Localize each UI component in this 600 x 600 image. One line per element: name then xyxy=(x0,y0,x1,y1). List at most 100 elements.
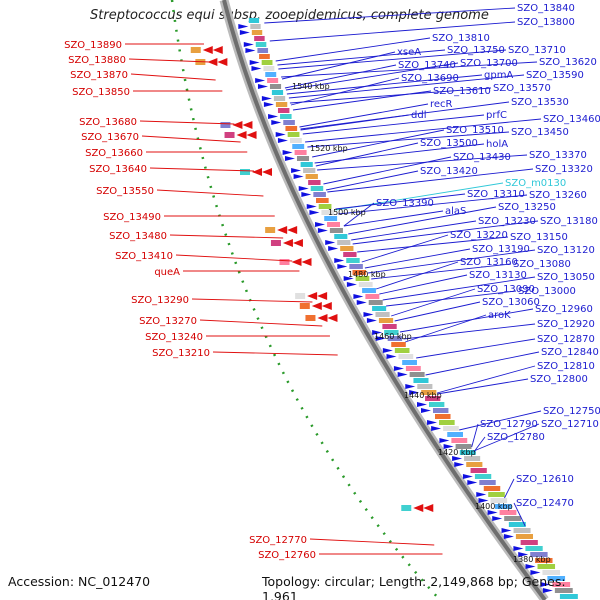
forward-gene-label[interactable]: SZO_13050 xyxy=(537,272,595,283)
forward-gene-label[interactable]: SZO_13260 xyxy=(529,190,587,201)
forward-gene-label[interactable]: SZO_12470 xyxy=(516,498,574,509)
forward-gene-label[interactable]: SZO_13180 xyxy=(540,216,598,227)
reverse-gene-label[interactable]: SZO_13480 xyxy=(109,231,167,242)
gene-block xyxy=(391,342,406,347)
gene-block xyxy=(432,408,449,413)
leader-line xyxy=(394,301,481,322)
forward-gene-label[interactable]: SZO_12840 xyxy=(541,347,599,358)
forward-gene-label[interactable]: SZO_13510 xyxy=(446,125,504,136)
forward-gene-label[interactable]: SZO_13530 xyxy=(511,97,569,108)
forward-gene-label[interactable]: SZO_13120 xyxy=(537,245,595,256)
reverse-gene-arrow xyxy=(311,302,322,310)
forward-gene-label[interactable]: SZO_13190 xyxy=(472,244,530,255)
forward-gene-label[interactable]: SZO_13740 xyxy=(398,60,456,71)
forward-gene-label[interactable]: SZO_12780 xyxy=(487,432,545,443)
gene-block xyxy=(305,315,316,321)
forward-gene-label[interactable]: prfC xyxy=(486,110,507,121)
forward-gene-label[interactable]: SZO_13390 xyxy=(376,198,434,209)
reverse-gene-label[interactable]: SZO_13410 xyxy=(115,251,173,262)
forward-gene-label[interactable]: SZO_13710 xyxy=(508,45,566,56)
forward-gene-label[interactable]: aroK xyxy=(488,310,511,321)
gene-block xyxy=(261,60,273,65)
forward-gene-label[interactable]: SZO_13000 xyxy=(518,286,576,297)
reverse-gene-label[interactable]: SZO_13680 xyxy=(79,117,137,128)
forward-gene-label[interactable]: SZO_13450 xyxy=(511,127,569,138)
forward-gene-label[interactable]: SZO_12960 xyxy=(535,304,593,315)
reverse-gene-label[interactable]: SZO_13850 xyxy=(72,87,130,98)
forward-gene-label[interactable]: SZO_13610 xyxy=(433,86,491,97)
forward-gene-label[interactable]: SZO_13150 xyxy=(510,232,568,243)
gene-block xyxy=(248,18,260,23)
forward-gene-label[interactable]: SZO_13310 xyxy=(467,189,525,200)
forward-gene-label[interactable]: SZO_13060 xyxy=(482,297,540,308)
forward-gene-label[interactable]: SZO_12810 xyxy=(537,361,595,372)
forward-gene-label[interactable]: SZO_12870 xyxy=(537,334,595,345)
forward-gene-label[interactable]: SZO_13690 xyxy=(401,73,459,84)
forward-gene-label[interactable]: SZO_13620 xyxy=(539,57,597,68)
gene-block xyxy=(398,354,414,359)
forward-gene-label[interactable]: SZO_13700 xyxy=(460,58,518,69)
leader-line xyxy=(169,234,284,239)
reverse-gene-label[interactable]: SZO_13670 xyxy=(81,132,139,143)
leader-line xyxy=(290,77,400,106)
forward-gene-label[interactable]: SZO_13370 xyxy=(529,150,587,161)
forward-gene-arrow xyxy=(487,510,498,515)
forward-gene-label[interactable]: SZO_13800 xyxy=(517,17,575,28)
reverse-gene-label[interactable]: SZO_12760 xyxy=(258,550,316,561)
kbp-label: 1420 kbp xyxy=(438,448,476,457)
forward-gene-label[interactable]: SZO_13500 xyxy=(420,138,478,149)
reverse-gene-label[interactable]: SZO_13270 xyxy=(139,316,197,327)
forward-gene-label[interactable]: SZO_12790 xyxy=(480,419,538,430)
forward-gene-label[interactable]: SZO_13460 xyxy=(543,114,600,125)
reverse-gene-label[interactable]: SZO_13550 xyxy=(96,186,154,197)
reverse-gene-label[interactable]: SZO_12770 xyxy=(249,535,307,546)
forward-gene-label[interactable]: SZO_13080 xyxy=(513,259,571,270)
forward-gene-label[interactable]: SZO_13220 xyxy=(450,230,508,241)
forward-gene-label[interactable]: holA xyxy=(486,139,508,150)
forward-gene-label[interactable]: SZO_12800 xyxy=(530,374,588,385)
forward-gene-label[interactable]: SZO_12920 xyxy=(537,319,595,330)
forward-gene-label[interactable]: SZO_13250 xyxy=(498,202,556,213)
reverse-gene-label[interactable]: queA xyxy=(154,267,180,278)
forward-gene-label[interactable]: SZO_13430 xyxy=(453,152,511,163)
forward-gene-label[interactable]: SZO_13160 xyxy=(460,257,518,268)
reverse-gene-label[interactable]: SZO_13890 xyxy=(64,40,122,51)
reverse-gene-label[interactable]: SZO_13240 xyxy=(145,332,203,343)
forward-gene-label[interactable]: SZO_12710 xyxy=(541,419,599,430)
forward-gene-label[interactable]: SZO_13230 xyxy=(478,216,536,227)
gene-features xyxy=(190,18,578,599)
leader-line xyxy=(278,49,507,70)
forward-gene-label[interactable]: SZO_13570 xyxy=(493,83,551,94)
reverse-gene-label[interactable]: SZO_13490 xyxy=(103,212,161,223)
leader-line xyxy=(288,74,525,99)
forward-gene-arrow xyxy=(501,528,512,533)
forward-gene-label[interactable]: recR xyxy=(430,99,453,110)
forward-gene-label[interactable]: SZO_13130 xyxy=(469,270,527,281)
leader-line xyxy=(391,288,476,317)
leader-line xyxy=(317,154,528,171)
gene-block xyxy=(451,438,468,443)
forward-gene-label[interactable]: SZO_13750 xyxy=(447,45,505,56)
forward-gene-label[interactable]: SZO_13810 xyxy=(432,33,490,44)
reverse-gene-label[interactable]: SZO_13870 xyxy=(70,70,128,81)
forward-gene-label[interactable]: SZO_12750 xyxy=(543,406,600,417)
forward-gene-label[interactable]: gpmA xyxy=(484,70,513,81)
reverse-gene-label[interactable]: SZO_13210 xyxy=(152,348,210,359)
gene-block xyxy=(488,492,505,497)
forward-gene-label[interactable]: SZO_13840 xyxy=(517,3,575,14)
gene-block xyxy=(409,372,425,377)
reverse-gene-label[interactable]: SZO_13290 xyxy=(131,295,189,306)
forward-gene-label[interactable]: xseA xyxy=(397,47,421,58)
forward-gene-label[interactable]: SZO_13320 xyxy=(535,164,593,175)
reverse-gene-label[interactable]: SZO_13660 xyxy=(85,148,143,159)
forward-gene-label[interactable]: SZO_12610 xyxy=(516,474,574,485)
reverse-gene-label[interactable]: SZO_13640 xyxy=(89,164,147,175)
gene-block xyxy=(271,90,284,95)
reverse-gene-label[interactable]: SZO_13880 xyxy=(68,55,126,66)
forward-gene-label[interactable]: alaS xyxy=(445,206,466,217)
forward-gene-label[interactable]: SZO_13090 xyxy=(477,284,535,295)
forward-gene-label[interactable]: SZO_13590 xyxy=(526,70,584,81)
forward-gene-label[interactable]: SZO_13420 xyxy=(420,166,478,177)
forward-gene-label[interactable]: SZO_m0130 xyxy=(505,178,566,189)
forward-gene-label[interactable]: ddl xyxy=(411,110,426,121)
